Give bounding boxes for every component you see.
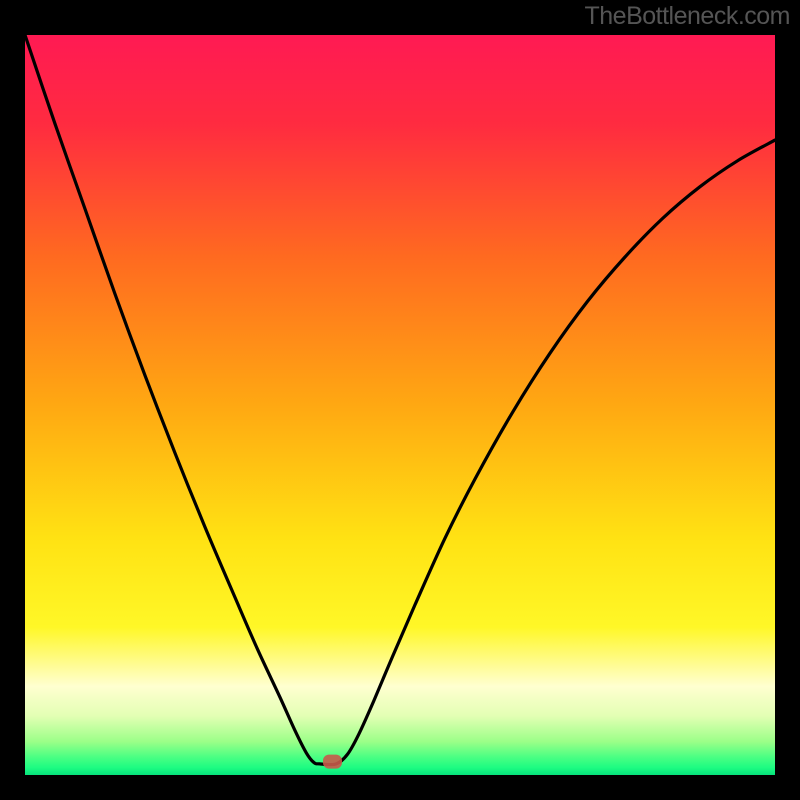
chart-stage: TheBottleneck.com — [0, 0, 800, 800]
optimal-point-marker — [323, 755, 342, 769]
bottleneck-curve-chart — [0, 0, 800, 800]
